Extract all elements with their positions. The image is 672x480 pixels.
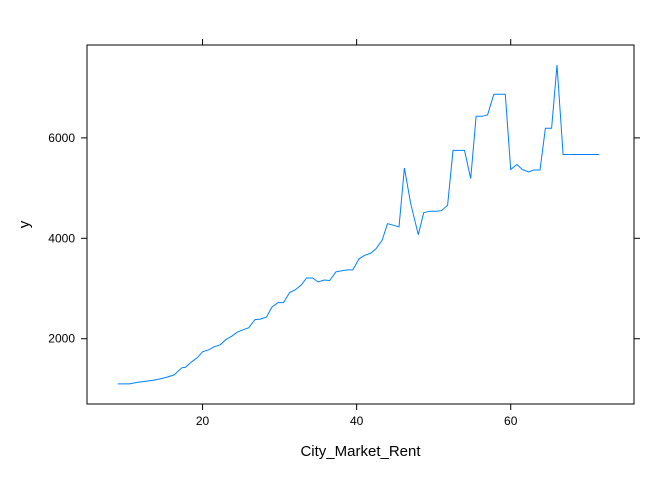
y-axis-title: y (16, 220, 33, 228)
y-tick-label: 2000 (48, 332, 75, 346)
x-tick-label: 40 (350, 414, 364, 428)
plot-frame (86, 44, 635, 405)
series-line (117, 65, 600, 385)
y-tick-label: 6000 (48, 131, 75, 145)
axis-tick-labels: 20 40 60 2000 4000 6000 (48, 131, 517, 428)
y-tick-label: 4000 (48, 231, 75, 245)
x-tick-label: 20 (196, 414, 210, 428)
axis-ticks (81, 39, 640, 410)
x-tick-label: 60 (504, 414, 518, 428)
x-axis-title: City_Market_Rent (300, 443, 421, 460)
